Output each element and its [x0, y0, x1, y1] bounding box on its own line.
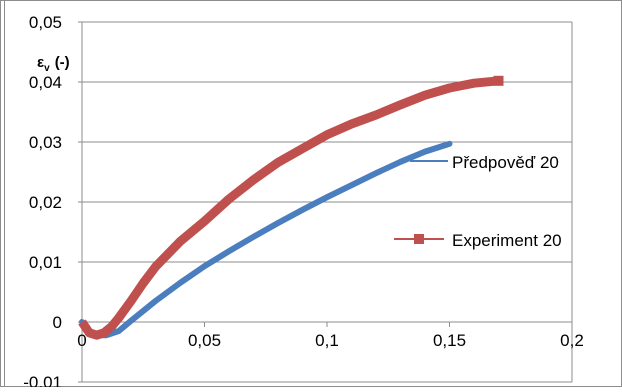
x-tick-label: 0,2 — [560, 331, 584, 350]
y-tick-label: 0 — [53, 313, 62, 332]
x-tick-label: 0,05 — [188, 331, 221, 350]
y-axis-label-unit: (-) — [55, 54, 70, 71]
legend-label-prediction: Předpověď 20 — [452, 153, 559, 172]
x-tick-label: 0,1 — [315, 331, 339, 350]
tick-labels: -0,01 0 0,01 0,02 0,03 0,04 0,05 0 0,05 0,1 0,15 0,… — [23, 13, 584, 392]
y-tick-label: -0,01 — [23, 373, 62, 387]
legend-marker-experiment — [414, 234, 424, 244]
y-tick-label: 0,01 — [29, 253, 62, 272]
y-axis-label: εv (-) — [37, 54, 70, 74]
legend: Předpověď 20 Experiment 20 — [394, 153, 562, 250]
x-tick-label: 0,15 — [433, 331, 466, 350]
series-end-marker-experiment — [493, 75, 504, 86]
series-line-experiment — [78, 76, 499, 340]
y-tick-label: 0,03 — [29, 133, 62, 152]
series-group — [78, 75, 504, 340]
x-tick-label: 0 — [77, 331, 86, 350]
y-axis-label-main: ε — [37, 54, 44, 71]
legend-label-experiment: Experiment 20 — [452, 231, 562, 250]
y-axis-label-sub: v — [44, 63, 50, 74]
y-tick-label: 0,05 — [29, 13, 62, 32]
y-tick-label: 0,04 — [29, 73, 62, 92]
y-tick-label: 0,02 — [29, 193, 62, 212]
